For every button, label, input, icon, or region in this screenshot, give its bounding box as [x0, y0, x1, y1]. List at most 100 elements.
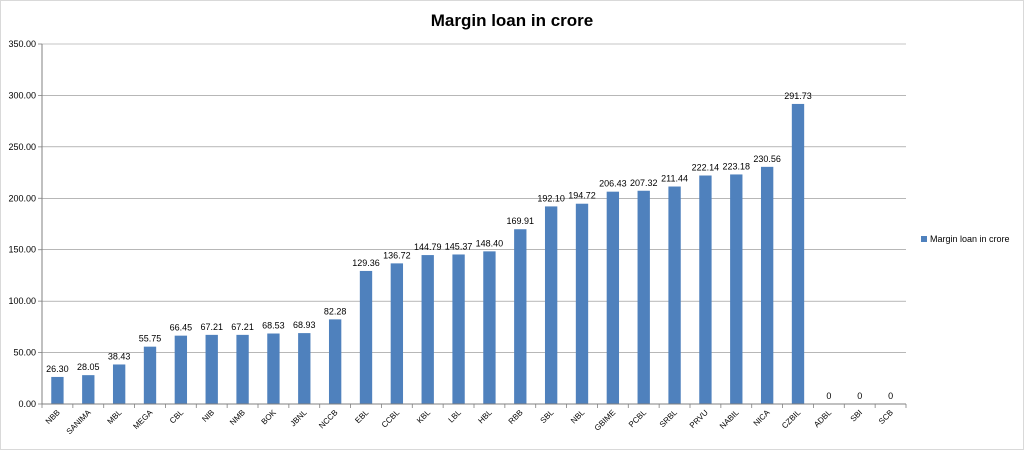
data-label: 169.91: [507, 216, 535, 226]
bar: [544, 206, 558, 404]
x-tick-label: GBIME: [593, 408, 618, 433]
bar: [730, 174, 743, 404]
bar: [359, 270, 373, 404]
legend-label: Margin loan in crore: [930, 234, 1010, 244]
data-label: 55.75: [139, 334, 162, 344]
bar: [328, 319, 342, 404]
y-tick-label: 150.00: [8, 245, 36, 255]
data-label: 67.21: [231, 322, 254, 332]
x-tick-label: NICA: [752, 408, 772, 428]
bar: [514, 229, 527, 404]
data-label: 223.18: [723, 161, 751, 171]
bar: [112, 364, 126, 404]
data-label: 194.72: [568, 191, 596, 201]
x-tick-label: LBL: [447, 408, 464, 425]
x-tick-label: BOK: [260, 408, 279, 427]
axes: [41, 44, 907, 408]
bar: [575, 203, 589, 404]
bar: [267, 333, 280, 404]
x-tick-label: SANIMA: [65, 408, 94, 437]
data-label: 222.14: [692, 163, 720, 173]
chart-title: Margin loan in crore: [431, 11, 593, 30]
data-label: 144.79: [414, 242, 442, 252]
data-label: 38.43: [108, 351, 131, 361]
x-tick-label: NMB: [228, 408, 247, 427]
data-label: 0: [826, 391, 831, 401]
data-label: 148.40: [476, 238, 504, 248]
data-label: 291.73: [784, 91, 812, 101]
bar: [668, 186, 681, 404]
x-tick-label: HBL: [476, 408, 494, 426]
x-tick-label: SBI: [849, 408, 864, 423]
data-label: 129.36: [352, 258, 380, 268]
data-label: 0: [857, 391, 862, 401]
data-label: 28.05: [77, 362, 100, 372]
data-label: 230.56: [753, 154, 781, 164]
y-tick-label: 100.00: [8, 296, 36, 306]
x-tick-label: RBB: [507, 408, 525, 426]
bar: [298, 333, 311, 404]
y-axis-ticks: 0.00 50.00 100.00 150.00 200.00 250.00 300.00 3…: [8, 39, 42, 409]
x-tick-label: NCCB: [317, 408, 339, 430]
x-tick-label: PCBL: [627, 408, 649, 430]
data-label: 67.21: [200, 322, 223, 332]
data-label: 68.93: [293, 320, 316, 330]
x-tick-label: CZBIL: [780, 408, 803, 431]
bar: [791, 103, 805, 404]
bar: [205, 334, 218, 404]
bar: [760, 166, 774, 404]
bar: [51, 376, 64, 404]
data-label: 207.32: [630, 178, 658, 188]
x-tick-label: MEGA: [131, 408, 154, 431]
x-tick-label: MBL: [106, 408, 124, 426]
x-tick-label: SBL: [538, 408, 555, 425]
bar: [82, 375, 95, 404]
x-tick-label: CCBL: [380, 408, 402, 430]
bar: [390, 263, 404, 404]
y-tick-label: 350.00: [8, 39, 36, 49]
data-label: 82.28: [324, 306, 347, 316]
x-tick-label: KBL: [415, 408, 432, 425]
x-tick-label: JBNL: [289, 408, 310, 429]
bar: [483, 251, 496, 404]
x-tick-label: SRBL: [658, 408, 680, 430]
y-tick-label: 50.00: [13, 348, 36, 358]
bar: [421, 255, 434, 404]
x-axis-labels: NBB SANIMA MBL MEGA CBL NIB NMB BOK JBNL NCCB EBL C…: [44, 408, 895, 437]
bar: [699, 175, 712, 404]
legend-swatch: [921, 236, 927, 242]
gridlines: [42, 43, 906, 353]
x-tick-label: NIB: [200, 408, 216, 424]
x-tick-label: ADBL: [812, 408, 834, 430]
bar: [452, 254, 465, 404]
x-tick-label: NBL: [569, 408, 587, 426]
y-tick-label: 300.00: [8, 90, 36, 100]
bar: [606, 191, 620, 404]
data-labels: 26.30 28.05 38.43 55.75 66.45 67.21 67.21 68.53…: [46, 91, 893, 401]
data-label: 136.72: [383, 250, 411, 260]
data-label: 66.45: [170, 323, 193, 333]
x-tick-label: SCB: [877, 408, 895, 426]
x-tick-label: NABIL: [718, 408, 741, 431]
bars: [51, 103, 805, 404]
data-label: 211.44: [661, 174, 688, 184]
x-tick-label: EBL: [353, 408, 370, 425]
y-tick-label: 200.00: [8, 193, 36, 203]
data-label: 206.43: [599, 179, 627, 189]
legend: Margin loan in crore: [921, 234, 1010, 244]
data-label: 26.30: [46, 364, 69, 374]
x-tick-label: PRVU: [688, 408, 710, 430]
bar: [637, 190, 650, 404]
x-tick-label: CBL: [168, 408, 186, 426]
bar: [174, 335, 188, 404]
data-label: 145.37: [445, 241, 473, 251]
data-label: 68.53: [262, 321, 285, 331]
bar: [143, 346, 157, 404]
y-tick-label: 0.00: [18, 399, 36, 409]
data-label: 192.10: [537, 193, 565, 203]
y-tick-label: 250.00: [8, 142, 36, 152]
bar: [236, 334, 249, 404]
data-label: 0: [888, 391, 893, 401]
